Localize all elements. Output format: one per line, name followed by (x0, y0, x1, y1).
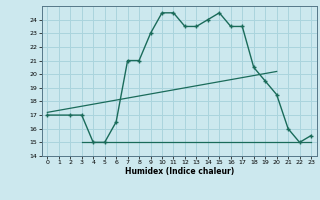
X-axis label: Humidex (Indice chaleur): Humidex (Indice chaleur) (124, 167, 234, 176)
